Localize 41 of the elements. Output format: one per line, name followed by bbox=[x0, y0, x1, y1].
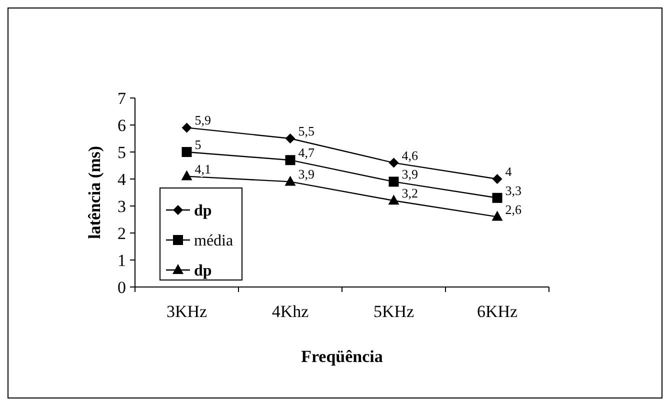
data-label: 3,9 bbox=[402, 166, 418, 182]
x-tick-label: 6KHz bbox=[476, 302, 518, 321]
y-tick-label: 4 bbox=[118, 170, 126, 189]
point bbox=[388, 158, 399, 168]
point bbox=[182, 122, 192, 133]
x-tick-label: 3KHz bbox=[166, 302, 208, 321]
legend-label: dp bbox=[194, 262, 212, 280]
legend-label: dp bbox=[194, 202, 212, 220]
point bbox=[182, 147, 192, 157]
y-tick-label: 6 bbox=[118, 116, 126, 135]
data-label: 2,6 bbox=[505, 202, 522, 217]
point bbox=[388, 194, 400, 205]
point bbox=[285, 155, 296, 166]
data-label: 3,2 bbox=[402, 186, 418, 201]
y-tick-label: 3 bbox=[118, 196, 126, 216]
point bbox=[181, 170, 192, 180]
y-tick-label: 7 bbox=[118, 88, 126, 108]
point bbox=[492, 210, 503, 221]
y-axis-title: latência (ms) bbox=[85, 146, 104, 240]
data-label: 4,7 bbox=[298, 145, 315, 160]
point bbox=[492, 174, 502, 184]
x-axis-title: Freqüência bbox=[301, 347, 384, 366]
data-label: 4,1 bbox=[194, 161, 211, 176]
y-tick-label: 0 bbox=[118, 278, 126, 297]
y-tick-label: 1 bbox=[118, 250, 126, 270]
point bbox=[285, 134, 296, 144]
data-label: 3,3 bbox=[505, 182, 522, 198]
y-tick-label: 2 bbox=[118, 224, 126, 243]
point bbox=[492, 192, 502, 203]
x-tick-label: 5KHz bbox=[373, 302, 414, 321]
data-label: 5 bbox=[194, 137, 202, 152]
data-label: 3,9 bbox=[298, 166, 314, 182]
legend-label: média bbox=[194, 232, 234, 250]
point bbox=[284, 176, 296, 186]
point bbox=[388, 176, 399, 187]
data-label: 4 bbox=[505, 164, 512, 179]
data-label: 5,5 bbox=[298, 124, 314, 138]
data-label: 5,9 bbox=[194, 112, 211, 128]
x-tick-label: 4Khz bbox=[272, 302, 310, 321]
y-tick-label: 5 bbox=[118, 142, 126, 162]
data-label: 4,6 bbox=[402, 148, 418, 163]
